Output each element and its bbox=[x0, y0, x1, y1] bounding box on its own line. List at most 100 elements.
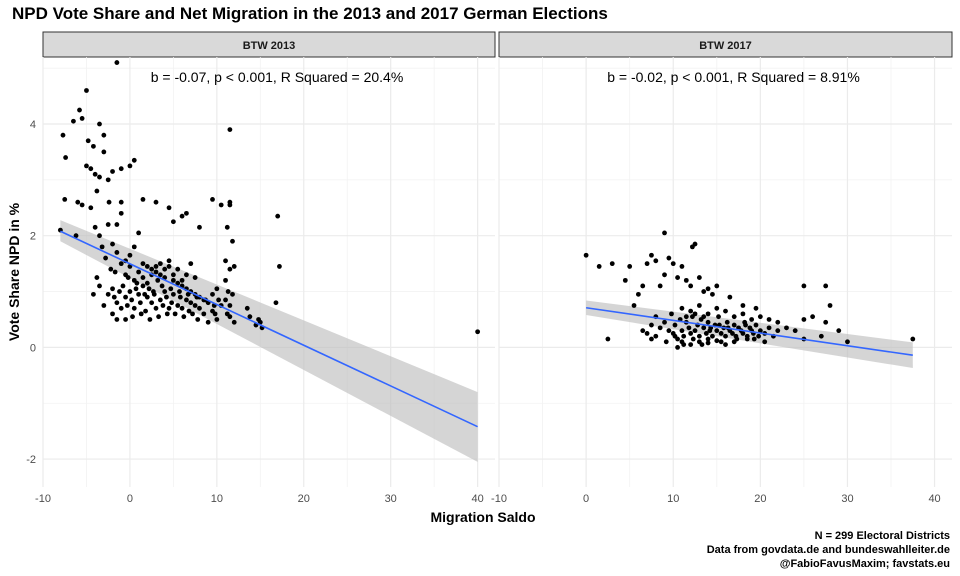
facet-strip-label: BTW 2013 bbox=[243, 40, 296, 52]
data-point bbox=[114, 317, 120, 322]
data-point bbox=[192, 275, 198, 280]
data-point bbox=[210, 197, 215, 202]
caption-line-3: @FabioFavusMaxim; favstats.eu bbox=[779, 558, 950, 570]
data-point bbox=[583, 252, 589, 258]
data-point bbox=[118, 210, 124, 216]
data-point bbox=[714, 338, 720, 344]
data-point bbox=[216, 297, 221, 303]
data-point bbox=[201, 311, 207, 317]
data-point bbox=[710, 333, 715, 339]
data-point bbox=[169, 300, 175, 306]
data-point bbox=[753, 305, 759, 311]
data-point bbox=[195, 317, 201, 322]
x-tick-label: 10 bbox=[667, 493, 679, 505]
data-point bbox=[144, 280, 150, 286]
data-point bbox=[155, 277, 161, 283]
data-point bbox=[227, 127, 233, 132]
data-point bbox=[231, 264, 237, 269]
data-point bbox=[73, 233, 79, 239]
data-point bbox=[118, 166, 124, 172]
data-point bbox=[218, 202, 224, 208]
data-point bbox=[675, 344, 680, 350]
data-point bbox=[108, 266, 114, 272]
data-point bbox=[675, 275, 680, 280]
data-point bbox=[688, 283, 694, 289]
data-point bbox=[227, 314, 233, 320]
data-point bbox=[184, 272, 189, 278]
data-point bbox=[692, 328, 698, 334]
data-point bbox=[110, 169, 115, 174]
data-point bbox=[670, 261, 676, 267]
data-point bbox=[197, 224, 202, 230]
x-tick-label: 20 bbox=[298, 493, 310, 505]
data-point bbox=[686, 325, 692, 331]
data-point bbox=[475, 329, 481, 335]
data-point bbox=[162, 289, 168, 294]
data-point bbox=[756, 333, 762, 339]
data-point bbox=[801, 283, 807, 289]
data-point bbox=[179, 213, 185, 219]
data-point bbox=[644, 261, 650, 267]
data-point bbox=[696, 275, 702, 280]
data-point bbox=[120, 283, 126, 289]
data-point bbox=[731, 314, 737, 320]
data-point bbox=[105, 177, 111, 183]
data-point bbox=[672, 333, 678, 339]
data-point bbox=[142, 291, 148, 297]
data-point bbox=[649, 336, 654, 342]
data-point bbox=[105, 222, 111, 227]
data-point bbox=[277, 264, 282, 269]
data-point bbox=[140, 261, 146, 267]
regression-annotation: b = -0.07, p < 0.001, R Squared = 20.4% bbox=[151, 69, 404, 85]
data-point bbox=[168, 286, 174, 292]
data-point bbox=[705, 336, 711, 342]
data-point bbox=[150, 289, 156, 294]
data-point bbox=[88, 166, 94, 172]
data-point bbox=[775, 328, 781, 334]
data-point bbox=[751, 336, 757, 342]
data-point bbox=[723, 342, 728, 347]
data-point bbox=[714, 283, 720, 289]
data-point bbox=[714, 328, 720, 334]
data-point bbox=[103, 255, 108, 261]
data-point bbox=[743, 322, 748, 328]
data-point bbox=[666, 328, 672, 334]
data-point bbox=[131, 244, 137, 250]
data-point bbox=[596, 264, 602, 269]
data-point bbox=[123, 317, 128, 322]
chart-title: NPD Vote Share and Net Migration in the … bbox=[12, 4, 608, 23]
data-point bbox=[110, 311, 115, 317]
data-point bbox=[696, 333, 702, 339]
data-point bbox=[101, 303, 107, 308]
data-point bbox=[696, 303, 702, 308]
data-point bbox=[716, 314, 721, 320]
data-point bbox=[123, 294, 128, 300]
data-point bbox=[225, 289, 231, 294]
data-point bbox=[657, 283, 663, 289]
data-point bbox=[823, 283, 829, 289]
data-point bbox=[223, 297, 228, 303]
x-tick-label: 30 bbox=[841, 493, 853, 505]
data-point bbox=[723, 308, 728, 314]
data-point bbox=[170, 291, 176, 297]
data-point bbox=[111, 294, 117, 300]
data-point bbox=[757, 328, 763, 334]
data-point bbox=[147, 317, 153, 322]
data-point bbox=[177, 294, 183, 300]
data-point bbox=[705, 319, 711, 325]
data-point bbox=[845, 339, 850, 345]
data-point bbox=[136, 230, 142, 236]
data-point bbox=[117, 289, 122, 294]
data-point bbox=[131, 157, 137, 163]
x-tick-label: 0 bbox=[583, 493, 589, 505]
data-point bbox=[125, 275, 131, 280]
caption-line-1: N = 299 Electoral Districts bbox=[814, 530, 950, 542]
data-point bbox=[663, 339, 669, 345]
data-point bbox=[149, 266, 155, 272]
data-point bbox=[723, 333, 728, 339]
data-point bbox=[105, 291, 111, 297]
data-point bbox=[810, 314, 816, 320]
data-point bbox=[681, 333, 687, 339]
data-point bbox=[724, 319, 730, 325]
data-point bbox=[166, 264, 172, 269]
